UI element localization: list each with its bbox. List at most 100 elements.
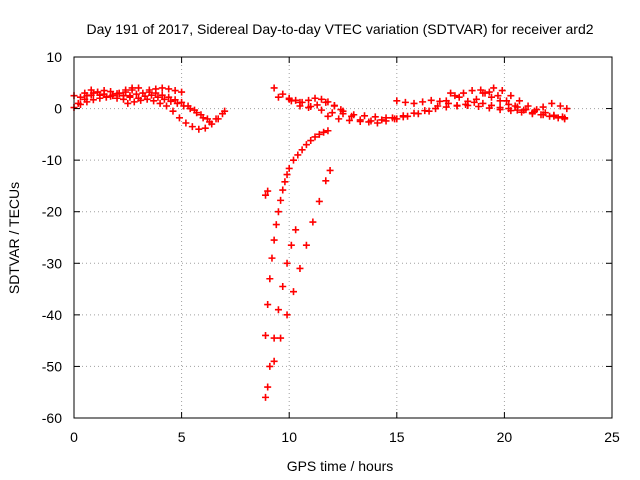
data-point [388, 114, 396, 122]
x-tick-label: 15 [389, 429, 405, 445]
data-point [498, 87, 506, 95]
data-point [464, 97, 472, 105]
data-point [427, 96, 435, 104]
data-point [175, 114, 183, 122]
data-point [307, 137, 315, 145]
x-tick-label: 25 [604, 429, 620, 445]
data-point [451, 92, 459, 100]
data-point [292, 226, 300, 234]
data-point [496, 97, 504, 105]
x-tick-label: 0 [70, 429, 78, 445]
data-point [113, 94, 121, 102]
data-point [337, 106, 345, 114]
data-point [264, 383, 272, 391]
data-point [298, 146, 306, 154]
data-point [296, 264, 304, 272]
data-point [277, 334, 285, 342]
data-point [524, 102, 532, 110]
data-point [554, 114, 562, 122]
data-point [487, 101, 495, 109]
data-point [270, 334, 278, 342]
data-point [158, 91, 166, 99]
data-point [294, 151, 302, 159]
data-point [193, 109, 201, 117]
data-point [290, 288, 298, 296]
data-point [285, 164, 293, 172]
x-tick-label: 5 [178, 429, 186, 445]
data-point [173, 99, 181, 107]
data-point [315, 130, 323, 138]
data-point [285, 94, 293, 102]
y-tick-label: -40 [42, 307, 62, 323]
y-axis-ticks: -60 -50 -40 -30 -20 -10 0 10 [42, 49, 612, 426]
data-point [311, 94, 319, 102]
data-point [100, 90, 108, 98]
data-point [165, 85, 173, 93]
data-point [330, 102, 338, 110]
data-point [442, 97, 450, 105]
data-point [317, 106, 325, 114]
data-point [382, 117, 390, 125]
y-tick-label: -10 [42, 152, 62, 168]
data-point [169, 107, 177, 115]
y-axis-label: SDTVAR / TECUs [6, 182, 22, 294]
data-points [70, 84, 571, 401]
data-point [264, 301, 272, 309]
data-point [317, 95, 325, 103]
data-point [378, 116, 386, 124]
data-point [348, 112, 356, 120]
data-point [468, 87, 476, 95]
data-point [361, 112, 369, 120]
data-point [302, 241, 310, 249]
data-point [487, 93, 495, 101]
x-tick-label: 20 [497, 429, 513, 445]
data-point [262, 331, 270, 339]
data-point [74, 99, 82, 107]
data-point [479, 89, 487, 97]
data-point [89, 96, 97, 104]
data-point [272, 221, 280, 229]
data-point [373, 119, 381, 127]
data-point [76, 93, 84, 101]
data-point [324, 98, 332, 106]
plot-frame [73, 56, 613, 419]
data-point [87, 86, 95, 94]
data-point [399, 112, 407, 120]
data-point [548, 99, 556, 107]
data-point [279, 282, 287, 290]
data-point [283, 259, 291, 267]
data-point [270, 84, 278, 92]
data-point [550, 111, 558, 119]
data-point [94, 88, 102, 96]
data-point [298, 98, 306, 106]
data-point [309, 218, 317, 226]
data-point [154, 93, 162, 101]
data-point [485, 88, 493, 96]
data-point [128, 84, 136, 92]
data-point [212, 115, 220, 123]
data-point [158, 84, 166, 92]
data-point [279, 90, 287, 98]
data-point [513, 103, 521, 111]
data-point [180, 102, 188, 110]
data-point [313, 101, 321, 109]
data-point [163, 102, 171, 110]
x-axis-label: GPS time / hours [287, 458, 394, 474]
data-point [186, 105, 194, 113]
chart-title: Day 191 of 2017, Sidereal Day-to-day VTE… [86, 21, 593, 37]
data-point [305, 104, 313, 112]
data-point [556, 102, 564, 110]
data-point [283, 171, 291, 179]
data-point [262, 191, 270, 199]
data-point [264, 187, 272, 195]
y-tick-label: -50 [42, 358, 62, 374]
data-point [147, 91, 155, 99]
data-point [494, 92, 502, 100]
data-point [262, 393, 270, 401]
data-point [274, 306, 282, 314]
data-point [490, 84, 498, 92]
data-point [132, 90, 140, 98]
data-point [425, 107, 433, 115]
data-point [150, 97, 158, 105]
